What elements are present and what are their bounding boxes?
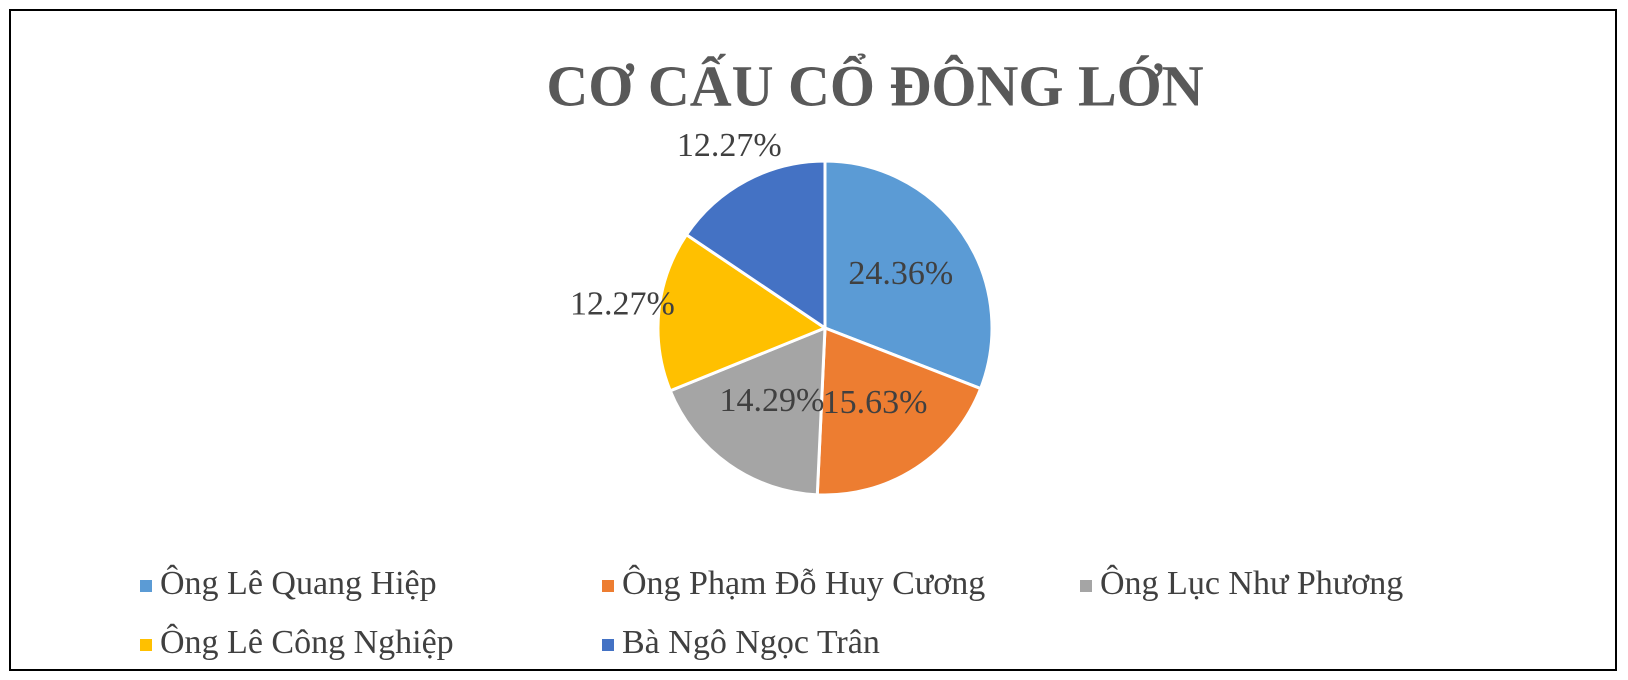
pie-slice [815, 325, 983, 497]
legend-label: Ông Lục Như Phương [1100, 564, 1403, 602]
pie-slice [684, 159, 827, 331]
pie-slice [656, 232, 829, 393]
legend-swatch [140, 580, 152, 592]
pie-slice [668, 325, 827, 497]
legend-swatch [602, 639, 614, 651]
data-label: 12.27% [570, 286, 675, 323]
data-label: 14.29% [720, 382, 825, 419]
legend-label: Ông Phạm Đỗ Huy Cương [622, 564, 985, 602]
legend-label: Ông Lê Công Nghiệp [160, 623, 454, 661]
legend-swatch [140, 639, 152, 651]
chart-title: CƠ CẤU CỔ ĐÔNG LỚN [546, 53, 1203, 118]
pie-slice [823, 159, 994, 391]
legend-label: Bà Ngô Ngọc Trân [622, 624, 880, 661]
legend-swatch [1080, 580, 1092, 592]
data-label: 12.27% [677, 127, 782, 164]
data-label: 15.63% [823, 384, 928, 421]
legend-label: Ông Lê Quang Hiệp [160, 564, 437, 602]
data-label: 24.36% [848, 255, 953, 292]
legend-swatch [602, 580, 614, 592]
